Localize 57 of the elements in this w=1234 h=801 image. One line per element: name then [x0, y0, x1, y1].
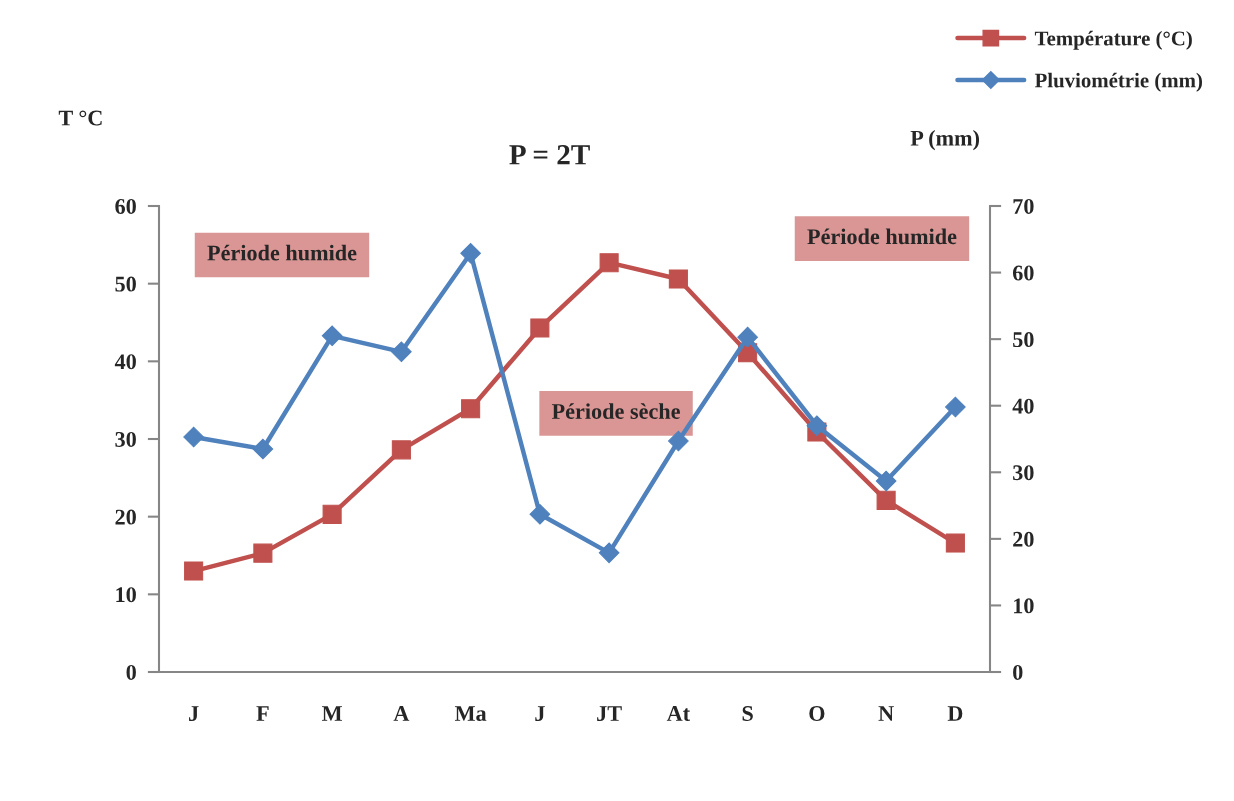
point: [321, 325, 343, 347]
point: [391, 440, 411, 460]
x-tick-label: J: [535, 706, 545, 721]
x-tick-label: JT: [597, 706, 622, 721]
point: [461, 399, 481, 419]
x-tick-label: J: [189, 706, 199, 721]
y-axis-title: T °C: [58, 110, 102, 126]
y-tick-label: 30: [115, 431, 136, 447]
x-tick-label: At: [666, 706, 690, 721]
point: [945, 396, 966, 418]
point: [391, 341, 412, 363]
point: [806, 415, 828, 437]
y-tick-label: 20: [115, 509, 136, 525]
legend-label: Pluviométrie (mm): [1034, 72, 1202, 92]
y2-tick-label: 50: [1013, 332, 1034, 348]
y2-tick-label: 70: [1013, 198, 1034, 214]
x-tick-label: M: [322, 706, 342, 721]
chart-title: P = 2T: [509, 145, 590, 165]
point: [530, 318, 550, 338]
x-tick-label: Ma: [454, 706, 487, 721]
y-tick-label: 50: [115, 276, 136, 292]
x-tick-label: N: [878, 706, 894, 721]
y-tick-label: 40: [114, 354, 136, 370]
annotation: Période humide: [207, 244, 357, 261]
point: [668, 269, 688, 289]
x-tick-label: O: [809, 706, 825, 721]
point: [945, 533, 965, 553]
legend-label: Température (°C): [1034, 30, 1192, 50]
y2-tick-label: 60: [1012, 265, 1034, 281]
y2-tick-label: 10: [1014, 598, 1034, 614]
point: [253, 543, 273, 563]
point: [460, 242, 481, 264]
y-tick-label: 10: [116, 587, 136, 603]
y2-tick-label: 0: [1013, 664, 1023, 680]
point: [598, 542, 620, 564]
y2-tick-label: 20: [1013, 531, 1034, 547]
y-tick-label: 60: [115, 198, 136, 214]
y2-axis-title: P (mm): [910, 130, 980, 151]
point: [668, 430, 689, 452]
annotation: Période humide: [807, 228, 957, 245]
annotation: Période sèche: [551, 403, 680, 419]
point: [252, 438, 274, 460]
point: [875, 470, 897, 492]
y2-tick-label: 30: [1013, 465, 1034, 481]
y2-tick-label: 40: [1012, 398, 1034, 414]
x-tick-label: F: [256, 706, 269, 721]
y-tick-label: 0: [126, 664, 136, 680]
point: [322, 504, 342, 524]
point: [183, 426, 204, 448]
point: [599, 253, 619, 273]
point: [737, 326, 758, 348]
x-tick-label: A: [393, 706, 410, 721]
point: [876, 490, 896, 510]
point: [529, 503, 551, 525]
x-tick-label: S: [742, 706, 753, 721]
x-tick-label: D: [947, 706, 963, 721]
point: [184, 561, 204, 581]
